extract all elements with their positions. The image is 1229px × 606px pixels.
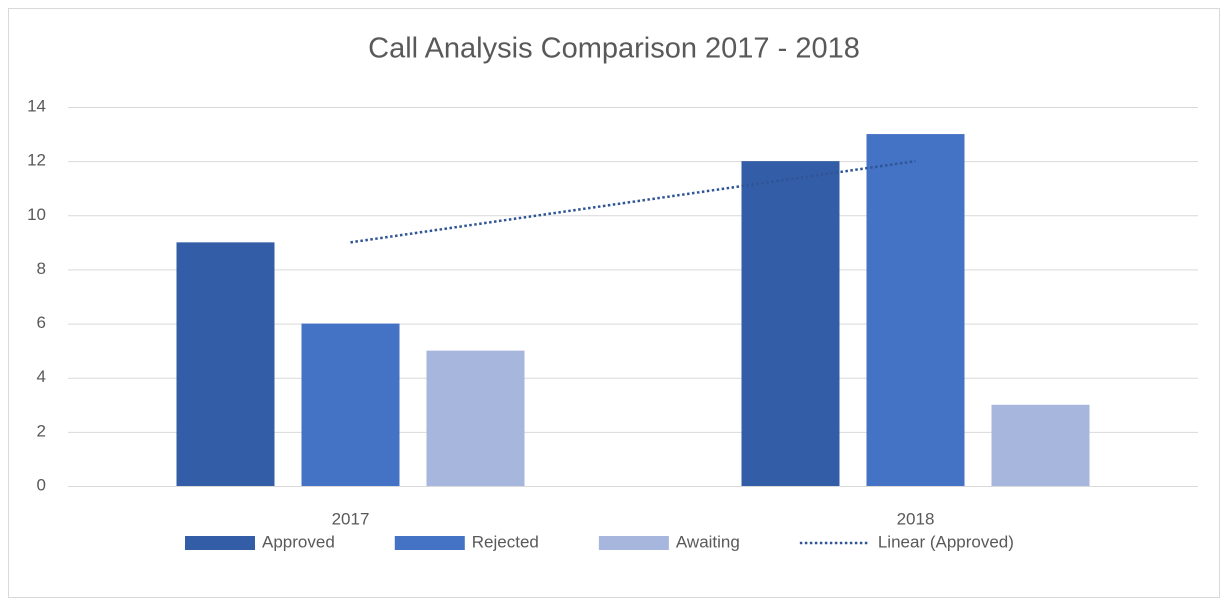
y-tick-label: 14 bbox=[27, 96, 46, 115]
y-tick-label: 6 bbox=[37, 313, 46, 332]
bar bbox=[426, 350, 525, 486]
bar bbox=[991, 404, 1090, 486]
y-tick-label: 4 bbox=[37, 367, 46, 386]
legend-label: Rejected bbox=[472, 532, 539, 551]
y-tick-label: 2 bbox=[37, 421, 46, 440]
chart-title: Call Analysis Comparison 2017 - 2018 bbox=[368, 33, 860, 65]
y-tick-label: 8 bbox=[37, 259, 46, 278]
bar bbox=[866, 134, 965, 487]
trendline bbox=[350, 159, 916, 244]
legend-label: Linear (Approved) bbox=[878, 532, 1014, 551]
y-tick-label: 10 bbox=[27, 205, 46, 224]
x-tick-label: 2018 bbox=[897, 509, 935, 528]
legend-swatch bbox=[185, 536, 255, 550]
y-tick-label: 12 bbox=[27, 151, 46, 170]
legend-label: Approved bbox=[262, 532, 335, 551]
bar bbox=[176, 242, 275, 486]
legend-swatch bbox=[394, 536, 465, 550]
legend-label: Awaiting bbox=[676, 532, 740, 551]
y-tick-label: 0 bbox=[37, 475, 46, 494]
bar bbox=[301, 323, 400, 486]
bar bbox=[741, 161, 840, 486]
x-tick-label: 2017 bbox=[332, 509, 370, 528]
legend-swatch bbox=[598, 536, 669, 550]
